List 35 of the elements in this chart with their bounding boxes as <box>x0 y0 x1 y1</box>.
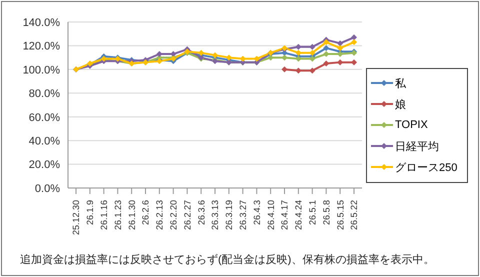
x-tick-label: 26.5.15 <box>335 200 346 230</box>
y-tick-label: 140.0% <box>22 16 60 29</box>
y-tick-label: 20.0% <box>28 159 60 172</box>
y-tick-label: 100.0% <box>22 64 60 76</box>
x-tick-label: 25.12.30 <box>71 200 82 236</box>
x-tick-label: 26.4.3 <box>252 200 262 226</box>
x-tick-label: 26.1.9 <box>85 200 96 226</box>
y-tick-label: 80.0% <box>28 88 60 100</box>
x-tick-label: 26.3.13 <box>210 200 220 230</box>
x-tick-label: 26.4.10 <box>266 200 276 230</box>
x-tick-label: 26.1.23 <box>112 200 123 230</box>
y-tick-label: 40.0% <box>28 135 60 148</box>
legend-label: グロース250 <box>395 160 458 174</box>
x-tick-label: 26.3.19 <box>224 200 234 230</box>
x-tick-label: 26.1.30 <box>126 200 137 230</box>
x-tick-label: 26.2.27 <box>182 200 192 230</box>
legend-label: 娘 <box>395 98 406 112</box>
y-tick-label: 120.0% <box>22 40 60 53</box>
legend-label: 私 <box>395 76 406 90</box>
x-tick-label: 26.5.22 <box>349 200 360 230</box>
y-tick-label: 0.0% <box>34 182 60 195</box>
x-tick-label: 26.4.17 <box>280 200 290 230</box>
x-tick-label: 26.2.13 <box>154 200 165 230</box>
x-tick-label: 26.1.16 <box>98 200 109 230</box>
legend-label: 日経平均 <box>395 140 439 154</box>
text: 追加資金は損益率には反映させておらず(配当金は反映)、保有株の損益率を表示中。 <box>20 252 434 267</box>
x-tick-label: 26.5.8 <box>321 200 332 226</box>
x-tick-label: 26.3.27 <box>238 200 248 230</box>
y-tick-label: 60.0% <box>28 112 60 124</box>
x-tick-label: 26.4.24 <box>294 200 304 230</box>
legend-label: TOPIX <box>395 119 428 131</box>
x-tick-label: 26.2.20 <box>168 200 178 230</box>
x-tick-label: 26.5.1 <box>307 200 318 226</box>
x-tick-label: 26.2.6 <box>140 200 151 226</box>
x-tick-label: 26.3.6 <box>196 200 206 226</box>
